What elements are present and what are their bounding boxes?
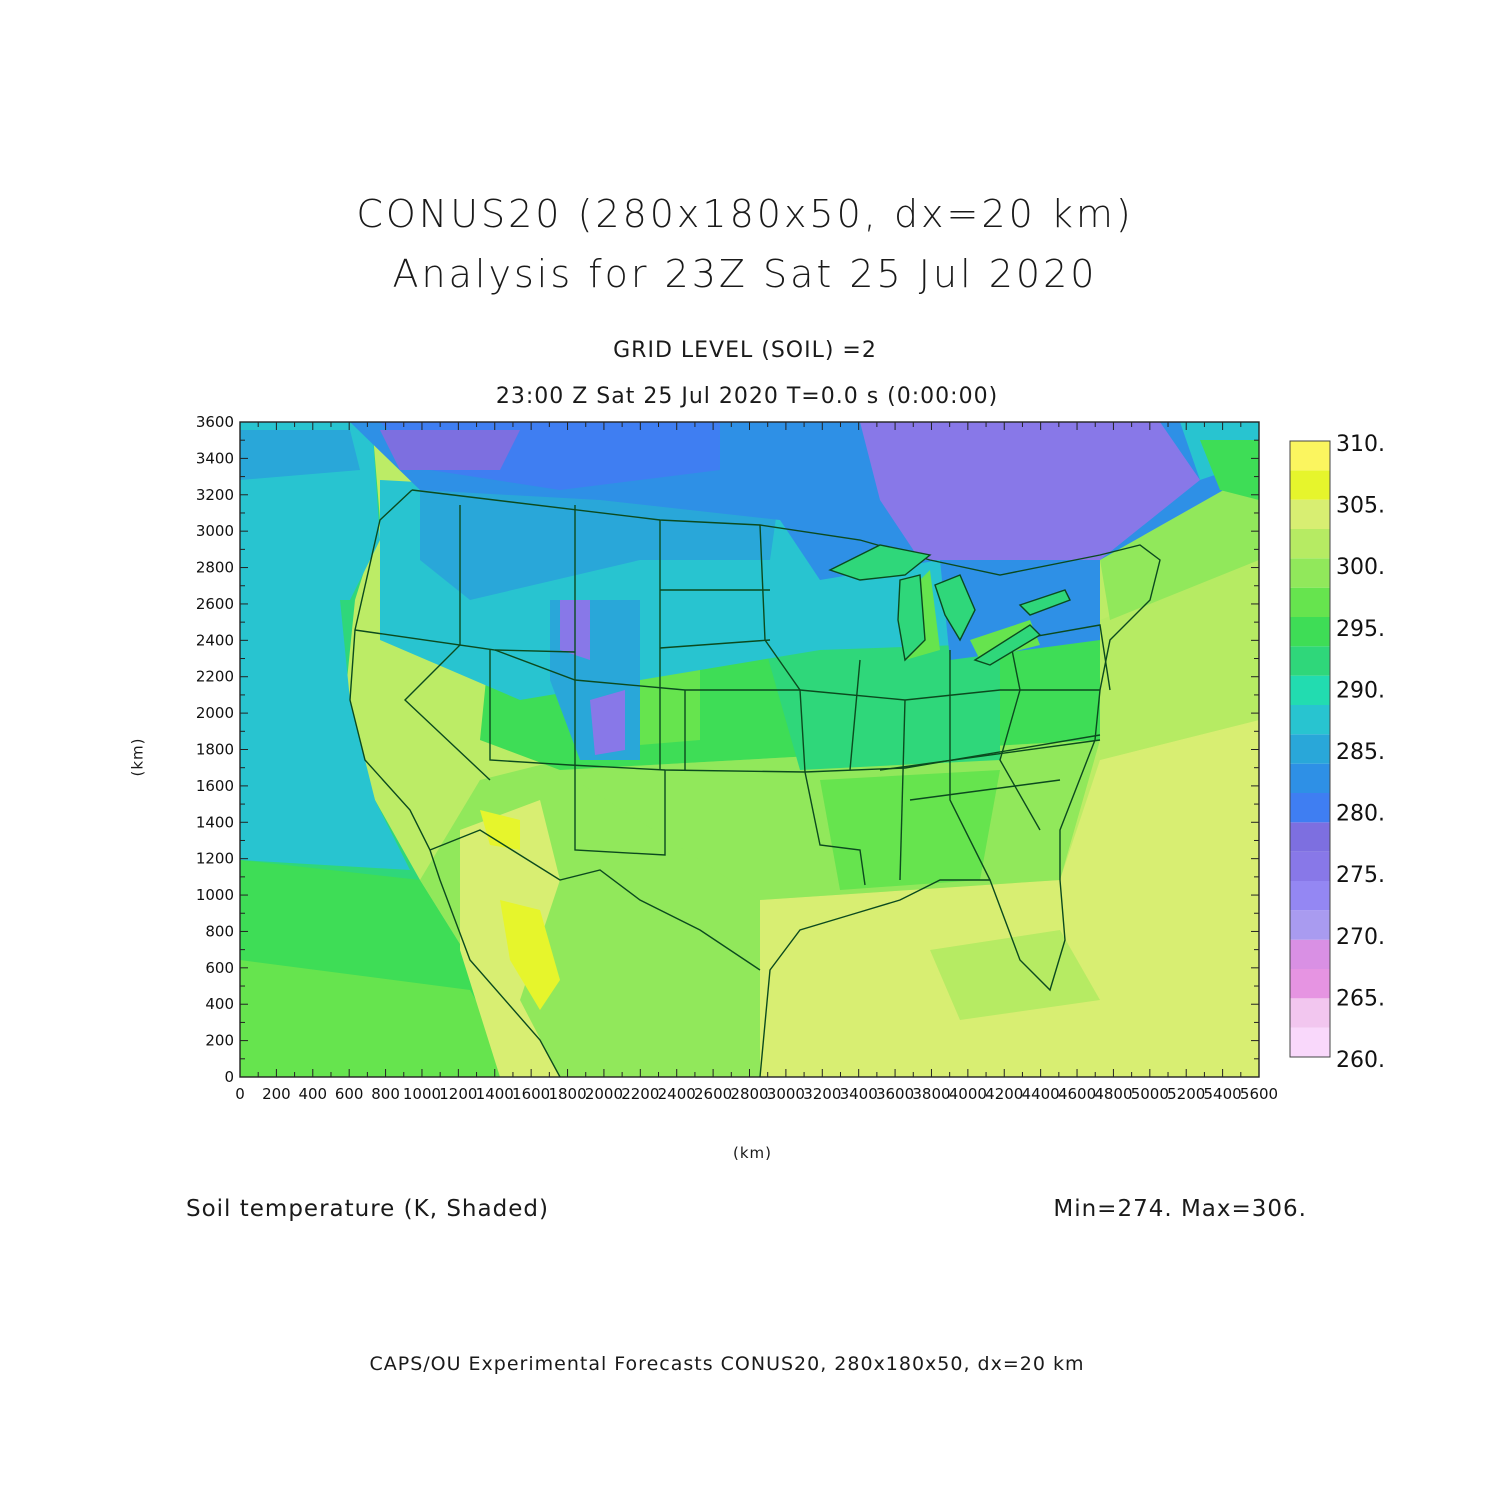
colorbar-swatch	[1290, 822, 1330, 852]
x-tick-label: 3400	[840, 1085, 878, 1103]
x-tick-label: 4600	[1058, 1085, 1096, 1103]
y-tick-label: 1400	[196, 813, 234, 831]
grid-level-label: GRID LEVEL (SOIL) =2	[613, 338, 877, 363]
x-tick-label: 4200	[985, 1085, 1023, 1103]
y-tick-label: 400	[205, 995, 234, 1013]
colorbar-swatch	[1290, 499, 1330, 529]
x-tick-label: 5600	[1240, 1085, 1278, 1103]
colorbar-swatch	[1290, 441, 1330, 471]
colorbar-swatch	[1290, 763, 1330, 793]
y-tick-label: 200	[205, 1032, 234, 1050]
x-tick-label: 2400	[658, 1085, 696, 1103]
x-tick-label: 0	[235, 1085, 245, 1103]
colorbar-label: 285.	[1336, 740, 1385, 765]
chart-title-line2: Analysis for 23Z Sat 25 Jul 2020	[392, 252, 1098, 296]
x-tick-label: 3000	[767, 1085, 805, 1103]
colorbar-frame	[1289, 440, 1331, 1058]
y-tick-label: 3000	[196, 522, 234, 540]
x-axis-label: (km)	[733, 1144, 773, 1162]
colorbar-swatch	[1290, 646, 1330, 676]
colorbar-swatch	[1290, 734, 1330, 764]
colorbar-label: 295.	[1336, 617, 1385, 642]
x-tick-label: 3600	[876, 1085, 914, 1103]
x-tick-label: 2800	[730, 1085, 768, 1103]
colorbar-swatch	[1290, 881, 1330, 911]
colorbar-swatch	[1290, 851, 1330, 881]
x-tick-label: 2600	[694, 1085, 732, 1103]
x-tick-label: 600	[335, 1085, 364, 1103]
x-tick-label: 4800	[1094, 1085, 1132, 1103]
x-tick-label: 5200	[1167, 1085, 1205, 1103]
colorbar-swatch	[1290, 910, 1330, 940]
x-tick-label: 5000	[1131, 1085, 1169, 1103]
colorbar-label: 310.	[1336, 432, 1385, 457]
colorbar-label: 260.	[1336, 1048, 1385, 1073]
y-tick-label: 1200	[196, 850, 234, 868]
y-tick-label: 2200	[196, 668, 234, 686]
x-tick-label: 5400	[1204, 1085, 1242, 1103]
y-tick-label: 1800	[196, 741, 234, 759]
min-max-label: Min=274. Max=306.	[1053, 1196, 1307, 1222]
colorbar-label: 270.	[1336, 925, 1385, 950]
x-tick-label: 1000	[403, 1085, 441, 1103]
colorbar-label: 265.	[1336, 986, 1385, 1011]
colorbar-labels: 310. 305. 300. 295. 290. 285. 280. 275. 270. 265.…	[1336, 432, 1385, 1073]
y-tick-label: 1600	[196, 777, 234, 795]
y-tick-labels: 0 200 400 600 800 1000 1200 1400 1600 1800 2000 220…	[196, 413, 234, 1086]
y-tick-label: 3200	[196, 486, 234, 504]
footer-credit: CAPS/OU Experimental Forecasts CONUS20, …	[369, 1353, 1085, 1375]
colorbar-swatch	[1290, 969, 1330, 999]
colorbar-label: 275.	[1336, 863, 1385, 888]
y-axis-label: (km)	[128, 737, 147, 777]
x-tick-label: 1600	[512, 1085, 550, 1103]
x-tick-label: 4400	[1022, 1085, 1060, 1103]
temperature-field	[240, 422, 1259, 1077]
colorbar	[1289, 440, 1331, 1058]
colorbar-label: 280.	[1336, 802, 1385, 827]
y-tick-label: 800	[205, 922, 234, 940]
colorbar-swatch	[1290, 587, 1330, 617]
x-tick-labels: 0 200 400 600 800 100012001400160018002000220…	[235, 1085, 1278, 1103]
colorbar-swatch	[1290, 705, 1330, 735]
y-tick-label: 2600	[196, 595, 234, 613]
x-tick-label: 3800	[912, 1085, 950, 1103]
y-tick-label: 0	[224, 1068, 234, 1086]
colorbar-swatch	[1290, 558, 1330, 588]
y-tick-label: 2800	[196, 559, 234, 577]
x-tick-label: 800	[371, 1085, 400, 1103]
x-tick-label: 2200	[621, 1085, 659, 1103]
y-tick-label: 600	[205, 959, 234, 977]
y-tick-label: 2000	[196, 704, 234, 722]
colorbar-swatch	[1290, 1027, 1330, 1057]
y-tick-label: 3600	[196, 413, 234, 431]
colorbar-swatch	[1290, 675, 1330, 705]
x-tick-label: 2000	[585, 1085, 623, 1103]
y-tick-label: 3400	[196, 449, 234, 467]
y-tick-label: 1000	[196, 886, 234, 904]
colorbar-swatch	[1290, 793, 1330, 823]
field-caption: Soil temperature (K, Shaded)	[186, 1196, 549, 1222]
colorbar-label: 305.	[1336, 494, 1385, 519]
colorbar-swatch	[1290, 617, 1330, 647]
x-tick-label: 400	[298, 1085, 327, 1103]
great-lakes	[828, 544, 1071, 666]
x-tick-label: 1200	[439, 1085, 477, 1103]
colorbar-swatch	[1290, 529, 1330, 559]
y-tick-label: 2400	[196, 631, 234, 649]
colorbar-swatch	[1290, 939, 1330, 969]
colorbar-swatch	[1290, 998, 1330, 1028]
colorbar-label: 300.	[1336, 555, 1385, 580]
x-tick-label: 200	[262, 1085, 291, 1103]
x-tick-label: 4000	[949, 1085, 987, 1103]
x-tick-label: 1400	[476, 1085, 514, 1103]
colorbar-swatch	[1290, 470, 1330, 500]
valid-time-label: 23:00 Z Sat 25 Jul 2020 T=0.0 s (0:00:00…	[495, 384, 999, 409]
x-tick-label: 1800	[548, 1085, 586, 1103]
axis-ticks	[239, 421, 1260, 1078]
x-tick-label: 3200	[803, 1085, 841, 1103]
state-boundaries	[349, 489, 1161, 1077]
chart-title-line1: CONUS20 (280x180x50, dx=20 km)	[356, 192, 1134, 236]
colorbar-label: 290.	[1336, 678, 1385, 703]
